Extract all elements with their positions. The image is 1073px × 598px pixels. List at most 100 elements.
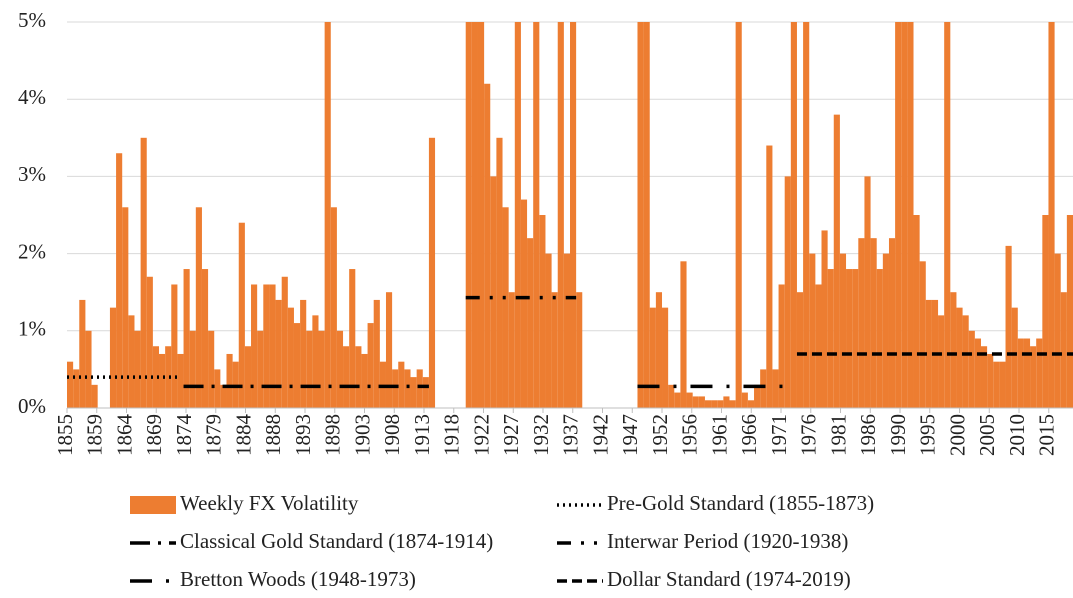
bar — [287, 307, 294, 408]
x-tick-label: 1971 — [767, 414, 791, 456]
bar — [723, 396, 730, 408]
bar — [968, 330, 975, 408]
x-tick-label: 1864 — [112, 414, 136, 457]
bar — [244, 346, 252, 408]
bar — [527, 238, 534, 408]
bar — [318, 330, 325, 408]
legend-swatch — [130, 496, 176, 514]
bar — [471, 22, 478, 408]
bar — [477, 22, 485, 408]
x-tick-label: 1932 — [529, 414, 553, 456]
bar — [686, 392, 693, 408]
bar — [1011, 307, 1018, 408]
bar — [484, 83, 491, 408]
x-tick-label: 1986 — [856, 414, 880, 456]
bar — [269, 284, 276, 408]
bar — [1066, 215, 1073, 408]
bar — [980, 346, 988, 408]
x-tick-label: 1976 — [797, 414, 821, 456]
bar — [729, 400, 736, 408]
bar — [858, 238, 865, 408]
bar — [778, 284, 785, 408]
bar — [1017, 338, 1024, 408]
bar — [754, 384, 761, 408]
bar — [134, 330, 141, 408]
bar — [67, 361, 74, 408]
bar — [404, 369, 411, 408]
bar — [116, 153, 123, 408]
y-tick-label: 1% — [18, 317, 46, 341]
bar — [416, 369, 423, 408]
bar — [392, 369, 399, 408]
bar — [73, 369, 80, 408]
x-tick-label: 2000 — [945, 414, 969, 456]
bar — [901, 22, 908, 408]
bar — [557, 22, 564, 408]
bar — [655, 292, 663, 408]
bar — [993, 361, 1000, 408]
x-tick-label: 1879 — [202, 414, 226, 456]
x-tick-label: 1966 — [737, 414, 761, 456]
bar — [1005, 245, 1012, 408]
y-tick-label: 2% — [18, 239, 46, 263]
bar — [201, 269, 209, 408]
bar — [293, 323, 301, 408]
bar — [570, 22, 577, 408]
x-tick-label: 1859 — [83, 414, 107, 456]
bar — [637, 22, 644, 408]
legend-label: Weekly FX Volatility — [180, 491, 359, 515]
bar — [784, 176, 791, 408]
bar — [502, 207, 509, 408]
bar — [692, 396, 699, 408]
bar — [827, 269, 834, 408]
bar — [367, 323, 374, 408]
bar — [747, 400, 755, 408]
bar — [539, 215, 546, 408]
bar — [809, 253, 816, 408]
x-tick-label: 1981 — [826, 414, 850, 456]
bar — [643, 22, 650, 408]
bar — [907, 22, 914, 408]
bar — [183, 269, 190, 408]
bar — [882, 253, 889, 408]
bar — [496, 137, 503, 409]
bar — [1023, 338, 1031, 408]
x-tick-label: 1908 — [380, 414, 404, 456]
bar — [263, 284, 270, 408]
bar — [796, 292, 804, 408]
bar — [146, 276, 153, 408]
bar — [410, 377, 417, 408]
bar — [698, 396, 705, 408]
x-tick-label: 1952 — [648, 414, 672, 456]
bar — [944, 22, 951, 408]
bar — [514, 22, 521, 408]
bar — [974, 338, 981, 408]
bar — [956, 307, 963, 408]
bar — [668, 384, 675, 408]
x-tick-label: 1893 — [291, 414, 315, 456]
bar — [122, 207, 129, 408]
bar — [735, 22, 742, 408]
bar — [711, 400, 718, 408]
bar — [1048, 22, 1055, 408]
x-tick-label: 1918 — [440, 414, 464, 456]
bar — [919, 261, 926, 408]
bar — [895, 22, 902, 408]
x-tick-label: 1995 — [916, 414, 940, 456]
bar — [330, 207, 337, 408]
bar — [398, 361, 405, 408]
x-tick-label: 1990 — [886, 414, 910, 456]
x-tick-label: 1898 — [321, 414, 345, 456]
bar — [349, 269, 356, 408]
bar — [422, 377, 429, 408]
bar — [520, 199, 528, 408]
bar — [324, 22, 331, 408]
bar — [925, 299, 932, 408]
bar — [790, 22, 797, 408]
x-tick-label: 1961 — [707, 414, 731, 456]
bar — [128, 315, 135, 408]
bar — [950, 292, 957, 408]
x-tick-label: 1884 — [231, 414, 255, 457]
legend-label: Classical Gold Standard (1874-1914) — [180, 529, 493, 553]
bar — [864, 176, 871, 408]
